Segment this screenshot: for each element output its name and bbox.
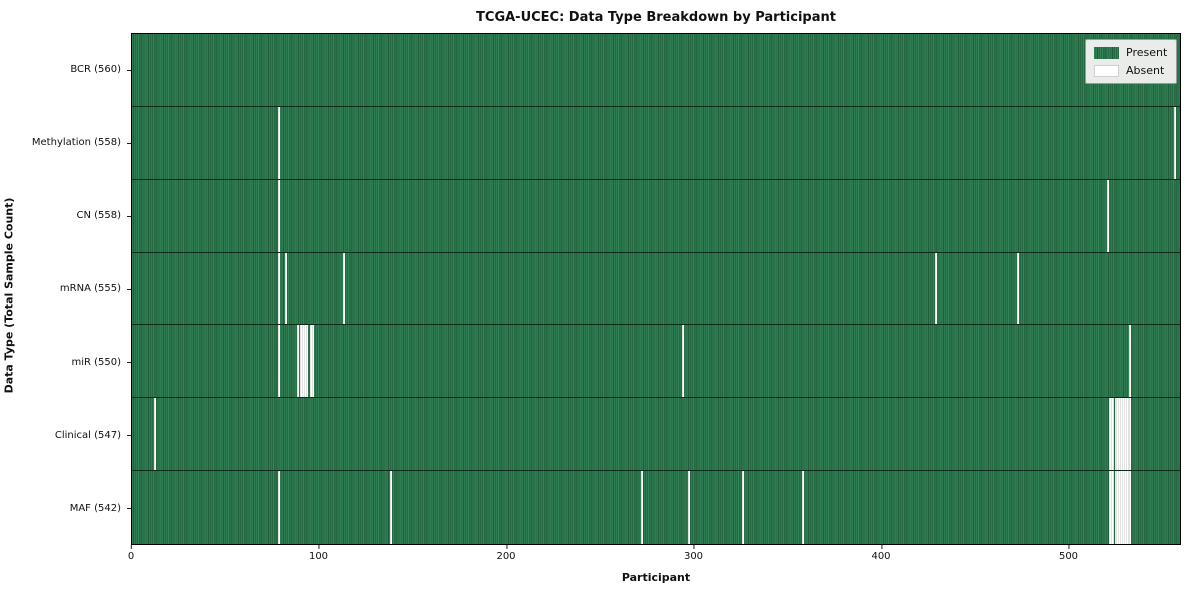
heatmap-row-mrna <box>132 252 1180 326</box>
x-tick-500: 500 <box>1059 545 1078 562</box>
absent-cell <box>1121 398 1124 471</box>
heatmap-row-maf <box>132 471 1180 544</box>
y-axis-tick-labels: BCR (560) Methylation (558) CN (558) mRN… <box>0 33 131 545</box>
absent-cell <box>309 325 312 398</box>
absent-cell <box>1114 471 1117 544</box>
absent-cell <box>1123 398 1126 471</box>
absent-cell <box>641 471 643 544</box>
absent-cell <box>306 325 308 398</box>
absent-cell <box>1017 252 1020 325</box>
absent-cell <box>1118 471 1121 544</box>
absent-cell <box>682 325 685 398</box>
y-tick-methylation: Methylation (558) <box>0 106 131 179</box>
x-tick-200: 200 <box>496 545 516 562</box>
absent-cell <box>1129 471 1132 544</box>
absent-cell <box>285 252 288 325</box>
x-tick-100: 100 <box>309 545 328 562</box>
y-tick-clinical: Clinical (547) <box>0 399 131 472</box>
absent-cell <box>1127 398 1130 471</box>
absent-cell <box>1116 398 1119 471</box>
absent-cell <box>1174 106 1177 179</box>
absent-cell <box>1110 398 1113 471</box>
y-tick-mrna: mRNA (555) <box>0 252 131 325</box>
absent-cell <box>277 106 280 179</box>
x-tick-400: 400 <box>871 545 891 562</box>
heatmap-row-clinical <box>132 398 1180 472</box>
absent-cell <box>1116 471 1119 544</box>
legend-entry-absent: Absent <box>1094 64 1168 77</box>
legend: Present Absent <box>1085 39 1177 84</box>
absent-cell <box>1118 398 1121 471</box>
heatmap-row-mir <box>132 325 1180 399</box>
absent-cell <box>742 471 744 544</box>
x-tick-0: 0 <box>128 545 134 562</box>
y-tick-maf: MAF (542) <box>0 472 131 545</box>
y-tick-bcr: BCR (560) <box>0 33 131 106</box>
y-tick-mir: miR (550) <box>0 326 131 399</box>
absent-cell <box>1129 398 1132 471</box>
absent-cell <box>277 471 280 544</box>
absent-cell <box>1112 471 1115 544</box>
absent-cell <box>296 325 299 398</box>
absent-cell <box>1123 471 1126 544</box>
absent-swatch-icon <box>1094 64 1119 77</box>
absent-cell <box>311 325 314 398</box>
absent-cell <box>302 325 305 398</box>
absent-cell <box>277 325 280 398</box>
absent-cell <box>390 471 393 544</box>
absent-cell <box>1127 471 1130 544</box>
absent-cell <box>1107 179 1109 252</box>
absent-cell <box>1114 398 1117 471</box>
absent-cell <box>1129 325 1132 398</box>
absent-cell <box>1112 398 1115 471</box>
absent-cell <box>801 471 804 544</box>
absent-cell <box>1120 471 1122 544</box>
heatmap-plot-area <box>131 33 1181 545</box>
absent-cell <box>687 471 690 544</box>
legend-entry-present: Present <box>1094 46 1168 59</box>
absent-cell <box>1110 471 1113 544</box>
absent-cell <box>277 252 280 325</box>
x-axis-tick-labels: 0 100 200 300 400 500 <box>128 545 1181 567</box>
heatmap-row-cn <box>132 179 1180 253</box>
legend-present-label: Present <box>1126 46 1168 59</box>
absent-cell <box>1108 398 1111 471</box>
absent-cell <box>1120 398 1122 471</box>
absent-cell <box>1125 398 1128 471</box>
legend-absent-label: Absent <box>1126 64 1165 77</box>
present-swatch-icon <box>1094 46 1119 59</box>
absent-cell <box>304 325 307 398</box>
heatmap-row-methylation <box>132 106 1180 180</box>
heatmap-row-bcr <box>132 34 1180 107</box>
absent-cell <box>154 398 157 471</box>
absent-cell <box>934 252 937 325</box>
y-tick-cn: CN (558) <box>0 179 131 252</box>
absent-cell <box>1125 471 1128 544</box>
absent-cell <box>343 252 346 325</box>
x-tick-300: 300 <box>684 545 703 562</box>
x-axis-label: Participant <box>621 571 691 584</box>
absent-cell <box>277 179 280 252</box>
absent-cell <box>300 325 303 398</box>
chart-title: TCGA-UCEC: Data Type Breakdown by Partic… <box>476 10 836 25</box>
absent-cell <box>1108 471 1111 544</box>
absent-cell <box>1121 471 1124 544</box>
